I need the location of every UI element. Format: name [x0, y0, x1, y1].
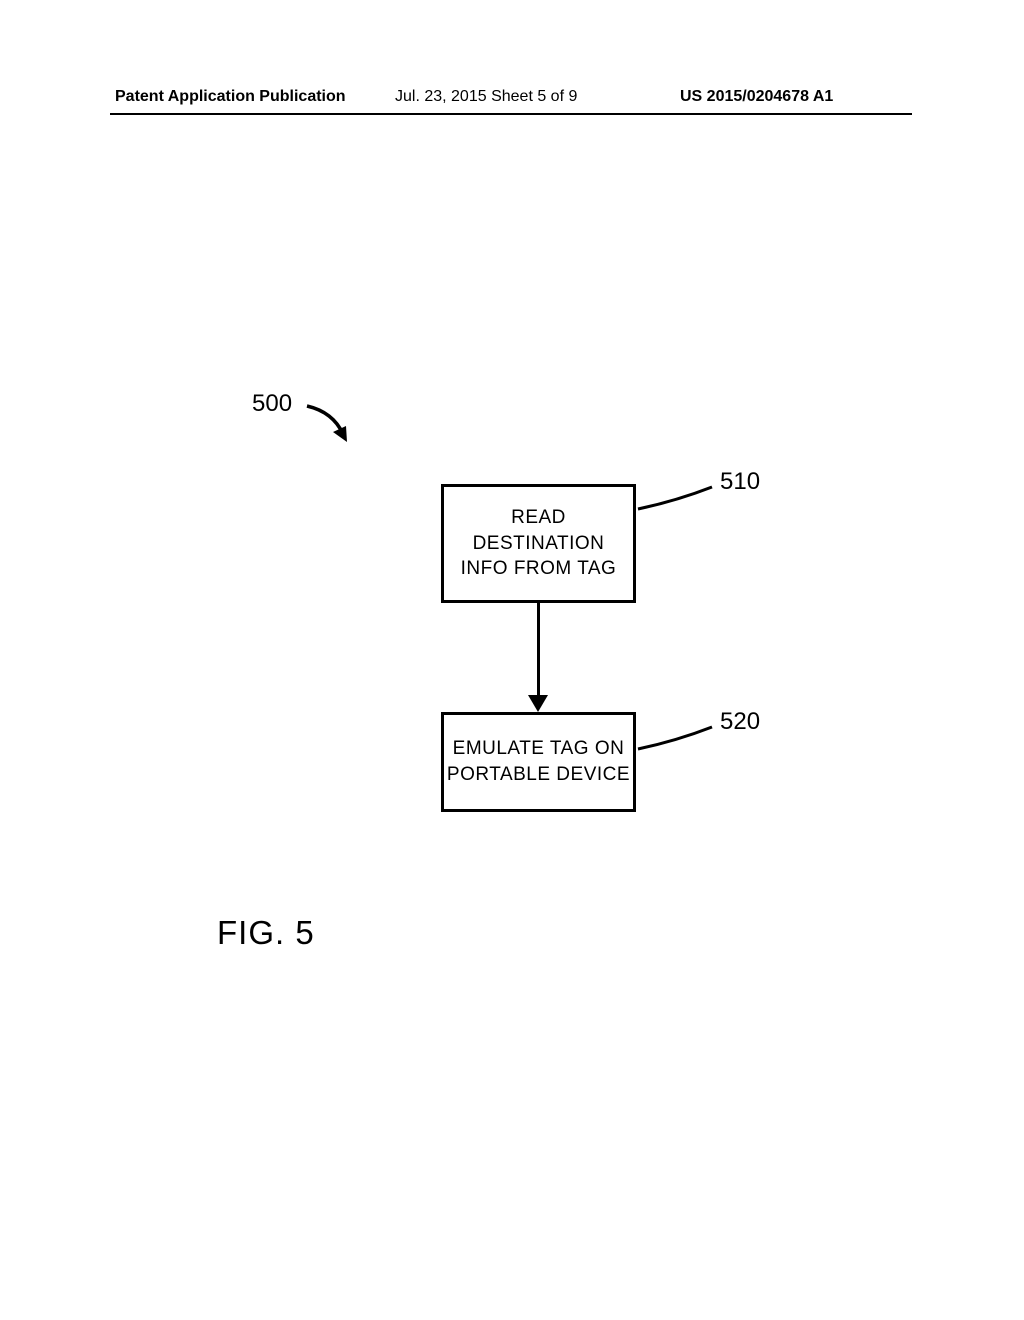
- box-520-text: EMULATE TAG ON PORTABLE DEVICE: [447, 736, 630, 787]
- reference-label-510: 510: [720, 468, 760, 496]
- reference-label-520: 520: [720, 708, 760, 736]
- figure-label: FIG. 5: [217, 914, 315, 952]
- leader-line-510: [636, 473, 716, 513]
- flowchart-diagram: 500 READ DESTINATION INFO FROM TAG 510 E…: [0, 0, 1024, 1320]
- box-510-text: READ DESTINATION INFO FROM TAG: [461, 505, 617, 582]
- leader-line-520: [636, 713, 716, 753]
- flowchart-box-510: READ DESTINATION INFO FROM TAG: [441, 484, 636, 603]
- arrowhead-icon: [528, 695, 548, 712]
- reference-label-500: 500: [252, 390, 292, 418]
- connector-line: [537, 603, 540, 703]
- flowchart-box-520: EMULATE TAG ON PORTABLE DEVICE: [441, 712, 636, 812]
- curved-arrow-icon: [303, 398, 363, 448]
